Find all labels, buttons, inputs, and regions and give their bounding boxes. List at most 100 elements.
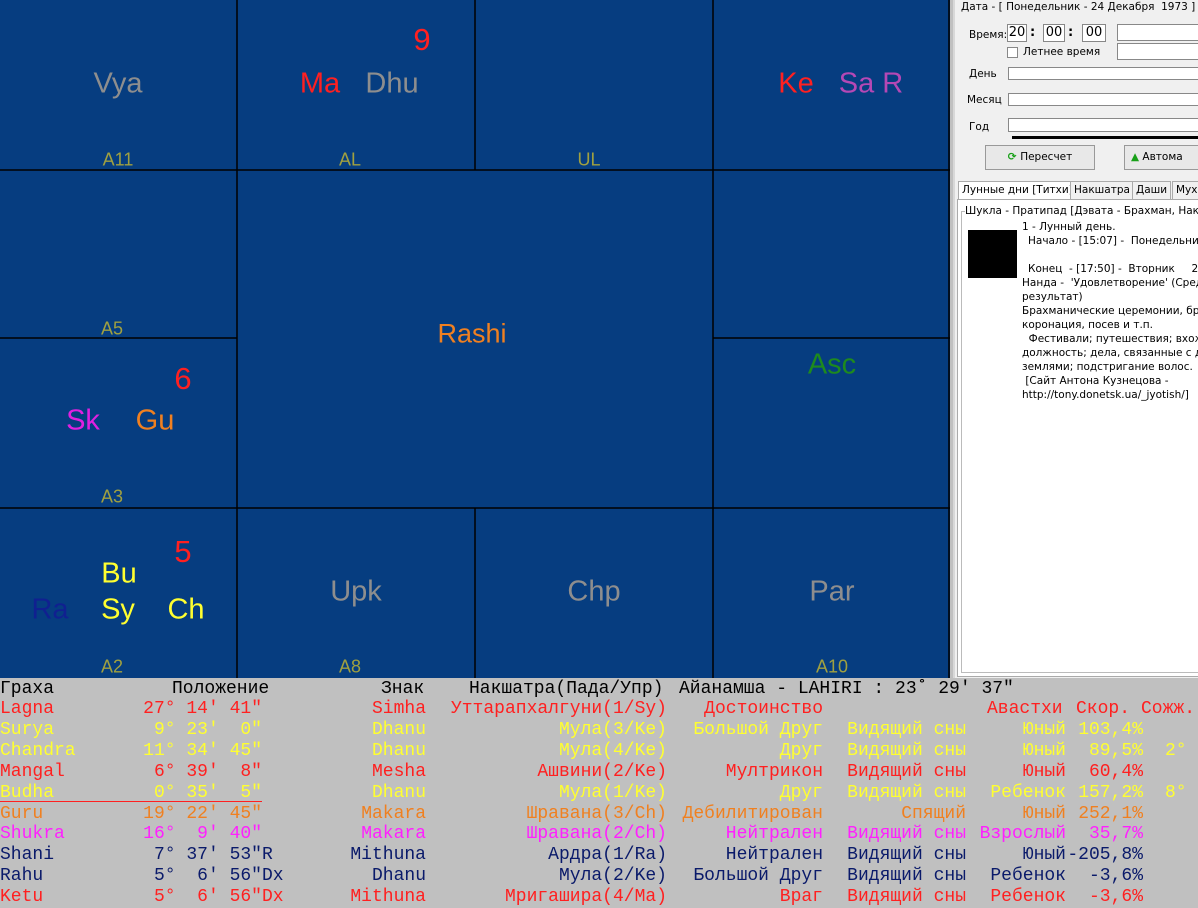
planet-label: Sa R	[839, 68, 903, 101]
cell-dignity: Друг	[780, 783, 823, 804]
cell-nakshatra: Мригашира(4/Ma)	[505, 887, 667, 908]
cell-position: 27° 14' 41"	[143, 699, 262, 720]
cell-avastha: Юный	[1023, 845, 1066, 866]
cell-speed: 60,4%	[1089, 762, 1143, 783]
cell-name: Shani	[0, 845, 54, 866]
chart-label: Dhu	[365, 68, 418, 101]
planet-label: Gu	[136, 405, 175, 438]
cell-name: Lagna	[0, 699, 54, 720]
cell-speed: -3,6%	[1089, 887, 1143, 908]
planet-label: Ra	[31, 594, 68, 627]
table-header: Положение	[172, 679, 269, 700]
hours-input[interactable]: 20	[1007, 24, 1027, 42]
cell-speed: 35,7%	[1089, 824, 1143, 845]
cell-name: Shukra	[0, 824, 65, 845]
recalc-button[interactable]: ⟳ Пересчет	[985, 145, 1095, 170]
time-separator: :	[1068, 25, 1073, 40]
cell-avastha: Ребенок	[990, 783, 1066, 804]
cell-state: Видящий сны	[847, 866, 966, 887]
cell-dignity: Нейтрален	[726, 824, 823, 845]
ascendant-label: Asc	[808, 349, 856, 382]
cell-nakshatra: Ашвини(2/Ke)	[537, 762, 667, 783]
planet-label: Ch	[167, 594, 204, 627]
text-line: должность; дела, связанные с дом	[1022, 347, 1198, 359]
minutes-input[interactable]: 00	[1043, 24, 1065, 42]
planet-label: Sy	[101, 594, 135, 627]
cell-dignity: Мултрикон	[726, 762, 823, 783]
chart-label: Chp	[567, 576, 620, 609]
tab[interactable]: Накшатра	[1070, 181, 1134, 200]
cell-nakshatra: Мула(2/Ke)	[559, 866, 667, 887]
cell-position: 6° 39' 8"	[154, 762, 262, 783]
cell-dignity: Враг	[780, 887, 823, 908]
cell-avastha: Юный	[1023, 762, 1066, 783]
cell-speed: -205,8%	[1067, 845, 1143, 866]
table-header: Граха	[0, 679, 54, 700]
auto-button[interactable]: ▲ Автома	[1124, 145, 1198, 170]
tab[interactable]: Мух	[1172, 181, 1198, 200]
cell-sign: Mithuna	[350, 887, 426, 908]
cell-speed: -3,6%	[1089, 866, 1143, 887]
text-line: http://tony.donetsk.ua/_jyotish/]	[1022, 389, 1189, 401]
text-line: Брахманические церемонии, брак,	[1022, 305, 1198, 317]
cell-combust: 8°	[1165, 783, 1187, 804]
cell-avastha: Юный	[1023, 804, 1066, 825]
table-header: Скор.	[1076, 699, 1130, 720]
arudha-label: A11	[103, 150, 134, 171]
text-line: Конец - [17:50] - Вторник 25 Де	[1028, 263, 1198, 275]
cell-nakshatra: Ардра(1/Ra)	[548, 845, 667, 866]
time-separator: :	[1030, 25, 1035, 40]
cell-dignity: Большой Друг	[693, 720, 823, 741]
cell-sign: Dhanu	[372, 783, 426, 804]
spinner[interactable]	[1117, 43, 1198, 60]
cell-avastha: Ребенок	[990, 866, 1066, 887]
cell-state: Спящий	[901, 804, 966, 825]
text-line: коронация, посев и т.п.	[1022, 319, 1153, 331]
cell-position: 11° 34' 45"	[143, 741, 262, 762]
table-header: Сожж.	[1141, 699, 1195, 720]
cell-name: Guru	[0, 804, 43, 825]
cell-suffix: Dx	[262, 887, 284, 908]
tab[interactable]: Лунные дни [Титхи]	[958, 181, 1077, 200]
cell-state: Видящий сны	[847, 741, 966, 762]
cell-sign: Makara	[361, 804, 426, 825]
house-number: 9	[413, 22, 430, 58]
cell-name: Mangal	[0, 762, 65, 783]
chart-title: Rashi	[437, 319, 506, 350]
cell-avastha: Ребенок	[990, 887, 1066, 908]
month-slider[interactable]	[1008, 93, 1198, 106]
cell-state: Видящий сны	[847, 824, 966, 845]
planet-label: Ke	[778, 68, 813, 101]
house-number: 6	[174, 361, 191, 397]
text-line: землями; подстригание волос.	[1022, 361, 1193, 373]
time-label: Время:	[969, 29, 1007, 41]
seconds-input[interactable]: 00	[1082, 24, 1106, 42]
text-line: Нанда - 'Удовлетворение' (Средни	[1022, 277, 1198, 289]
cell-name: Ketu	[0, 887, 43, 908]
spinner[interactable]	[1117, 24, 1198, 41]
year-slider[interactable]	[1008, 118, 1198, 132]
dst-checkbox[interactable]	[1007, 47, 1018, 58]
chart-label: Upk	[330, 576, 382, 609]
arudha-label: A8	[339, 657, 361, 678]
cell-position: 0° 35' 5"	[154, 783, 262, 804]
cell-position: 9° 23' 0"	[154, 720, 262, 741]
cell-position: 7° 37' 53"	[154, 845, 262, 866]
cell-avastha: Юный	[1023, 720, 1066, 741]
cell-state: Видящий сны	[847, 720, 966, 741]
text-line: Фестивали; путешествия; вхожд	[1022, 333, 1198, 345]
table-header: Достоинство	[704, 699, 823, 720]
year-label: Год	[969, 121, 989, 133]
day-slider[interactable]	[1008, 67, 1198, 80]
arudha-label: UL	[577, 150, 600, 171]
cell-position: 16° 9' 40"	[143, 824, 262, 845]
auto-icon: ▲	[1131, 151, 1142, 163]
cell-sign: Dhanu	[372, 866, 426, 887]
arudha-label: A3	[101, 487, 123, 508]
cell-dignity: Друг	[780, 741, 823, 762]
tab[interactable]: Даши	[1132, 181, 1171, 200]
cell-suffix: Dx	[262, 866, 284, 887]
cell-sign: Dhanu	[372, 741, 426, 762]
cell-position: 5° 6' 56"	[154, 887, 262, 908]
